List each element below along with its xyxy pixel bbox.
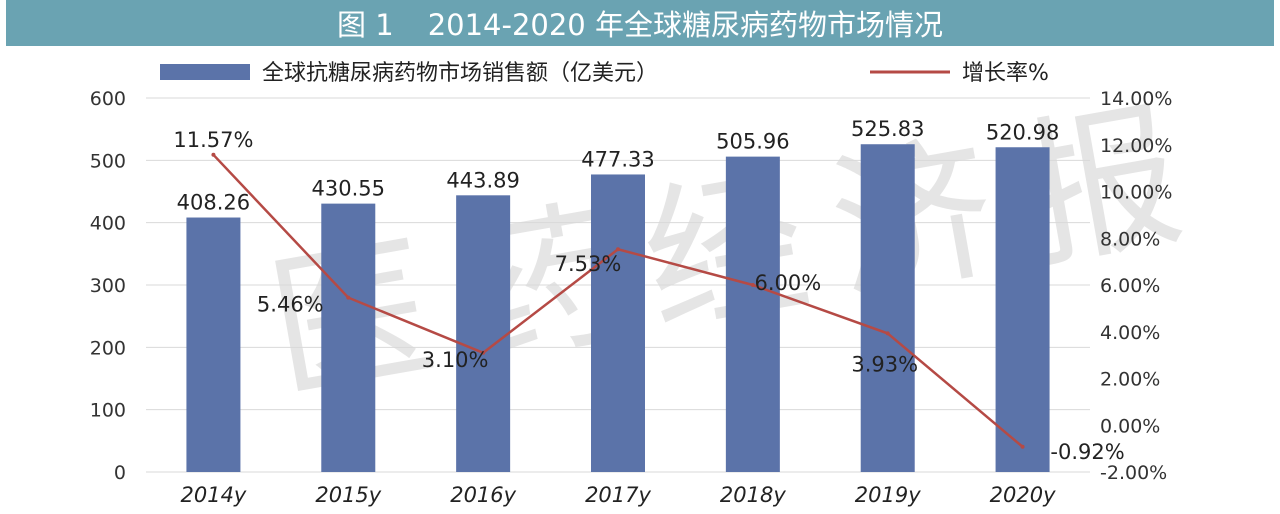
bar [725, 156, 780, 472]
y-right-tick-label: -2.00% [1100, 462, 1167, 484]
y-left-tick-label: 200 [90, 337, 126, 359]
y-right-tick-label: 14.00% [1100, 88, 1172, 110]
x-tick-label: 2017y [585, 483, 651, 507]
growth-rate-label: 7.53% [555, 252, 622, 276]
x-tick-label: 2018y [720, 483, 786, 507]
x-tick-label: 2016y [450, 483, 516, 507]
x-tick-label: 2015y [315, 483, 381, 507]
x-tick-label: 2019y [855, 483, 921, 507]
legend-line-label: 增长率% [962, 61, 1049, 86]
growth-rate-point [211, 152, 216, 157]
y-right-tick-label: 4.00% [1100, 322, 1160, 344]
y-left-tick-label: 0 [114, 462, 126, 484]
y-left-tick-label: 600 [90, 88, 126, 110]
bar [860, 144, 915, 472]
figure-number: 图 1 [337, 8, 394, 42]
y-right-tick-label: 12.00% [1100, 135, 1172, 157]
x-tick-label: 2020y [990, 483, 1056, 507]
growth-rate-label: 5.46% [257, 293, 324, 317]
growth-rate-label: 11.57% [173, 128, 253, 152]
y-left-tick-label: 500 [90, 150, 126, 172]
growth-rate-label: -0.92% [1050, 440, 1124, 464]
growth-rate-label: 3.10% [422, 348, 489, 372]
y-right-tick-label: 10.00% [1100, 182, 1172, 204]
y-left-tick-label: 400 [90, 213, 126, 235]
bar-value-label: 520.98 [986, 120, 1059, 144]
bar [186, 217, 241, 472]
y-right-tick-label: 8.00% [1100, 228, 1160, 250]
figure-title: 2014-2020 年全球糖尿病药物市场情况 [427, 8, 943, 42]
growth-rate-point [1020, 444, 1025, 449]
bar [591, 174, 645, 472]
growth-rate-label: 3.93% [851, 352, 918, 376]
y-left-tick-label: 100 [90, 400, 126, 422]
legend-bar-swatch [160, 64, 250, 80]
bar-value-label: 430.55 [312, 177, 385, 201]
y-right-tick-label: 6.00% [1100, 275, 1160, 297]
bar-value-label: 408.26 [177, 191, 250, 215]
x-tick-label: 2014y [180, 483, 246, 507]
growth-rate-point [750, 283, 755, 287]
bar [321, 203, 376, 472]
bar-value-label: 525.83 [851, 117, 924, 141]
legend-bar-label: 全球抗糖尿病药物市场销售额（亿美元） [262, 61, 658, 86]
growth-rate-point [885, 331, 890, 336]
bar-value-label: 477.33 [581, 147, 654, 171]
bar [995, 147, 1050, 472]
growth-rate-label: 6.00% [754, 271, 821, 295]
y-left-tick-label: 300 [90, 275, 126, 297]
y-right-tick-label: 2.00% [1100, 369, 1160, 391]
growth-rate-point [481, 350, 486, 355]
bar-value-label: 443.89 [446, 168, 519, 192]
growth-rate-point [616, 247, 620, 252]
figure-title-banner: 图 1 2014-2020 年全球糖尿病药物市场情况 [6, 0, 1274, 46]
bar-value-label: 505.96 [716, 130, 789, 154]
growth-rate-point [346, 295, 351, 300]
y-right-tick-label: 0.00% [1100, 415, 1160, 437]
bar [456, 195, 511, 472]
